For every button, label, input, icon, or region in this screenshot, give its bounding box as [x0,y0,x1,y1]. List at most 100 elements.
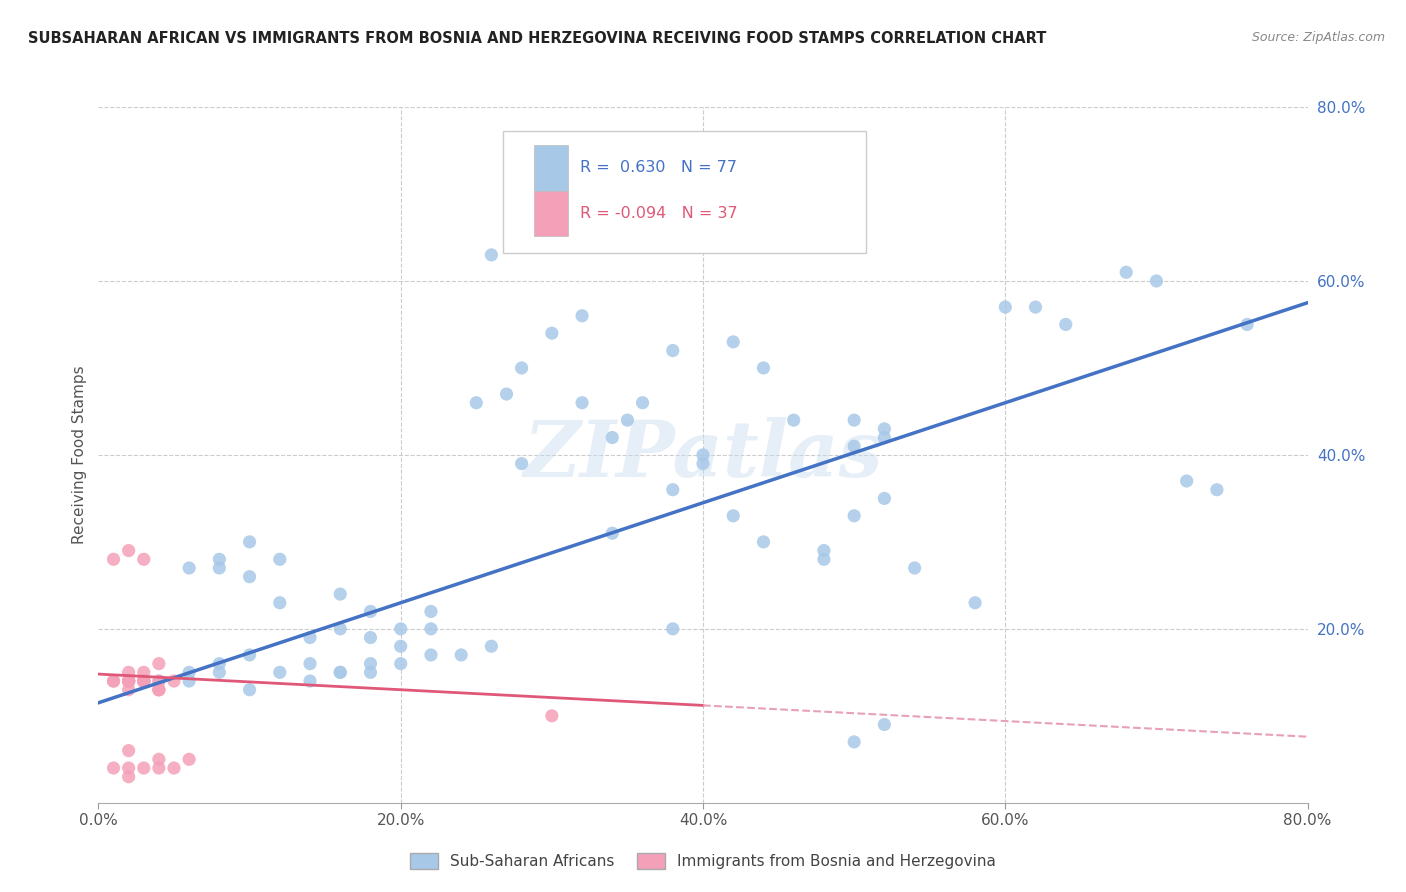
Point [420,605,443,619]
Point [873,422,896,436]
Point [118,674,141,689]
Point [360,657,382,671]
Legend: Sub-Saharan Africans, Immigrants from Bosnia and Herzegovina: Sub-Saharan Africans, Immigrants from Bo… [404,847,1002,875]
Point [239,682,262,697]
Point [420,622,443,636]
Point [465,395,488,409]
FancyBboxPatch shape [534,191,568,235]
FancyBboxPatch shape [534,145,568,191]
Point [208,657,231,671]
Point [1024,300,1046,314]
Point [118,682,141,697]
Point [1236,318,1258,332]
Point [360,665,382,680]
Point [510,457,533,471]
Point [208,561,231,575]
FancyBboxPatch shape [503,131,866,253]
Point [118,665,141,680]
Point [873,430,896,444]
Point [389,622,412,636]
Point [103,552,125,566]
Point [118,674,141,689]
Text: Source: ZipAtlas.com: Source: ZipAtlas.com [1251,31,1385,45]
Point [844,735,866,749]
Point [420,648,443,662]
Point [269,552,291,566]
Point [148,682,170,697]
Point [118,674,141,689]
Point [631,395,654,409]
Point [661,622,683,636]
Point [661,483,683,497]
Point [163,761,186,775]
Point [1175,474,1198,488]
Point [179,665,201,680]
Point [1144,274,1167,288]
Point [844,439,866,453]
Point [360,605,382,619]
Point [148,761,170,775]
Point [965,596,987,610]
Point [540,326,562,340]
Point [118,761,141,775]
Point [299,631,322,645]
Point [132,552,155,566]
Point [692,448,714,462]
Y-axis label: Receiving Food Stamps: Receiving Food Stamps [72,366,87,544]
Point [299,657,322,671]
Point [616,413,638,427]
Point [752,360,775,375]
Point [540,178,562,193]
Point [208,552,231,566]
Point [148,674,170,689]
Point [873,717,896,731]
Point [118,543,141,558]
Point [118,674,141,689]
Point [571,309,593,323]
Point [103,674,125,689]
Point [132,674,155,689]
Point [239,648,262,662]
Point [132,674,155,689]
Point [360,631,382,645]
Point [103,761,125,775]
Point [813,552,835,566]
Point [692,457,714,471]
Point [783,413,806,427]
Point [132,665,155,680]
Point [148,682,170,697]
Point [510,360,533,375]
Point [132,674,155,689]
Point [329,665,352,680]
Point [602,430,624,444]
Point [269,665,291,680]
Point [269,596,291,610]
Point [661,343,683,358]
Point [389,657,412,671]
Point [132,674,155,689]
Point [844,413,866,427]
Text: R =  0.630   N = 77: R = 0.630 N = 77 [579,161,737,176]
Point [495,387,517,401]
Point [873,491,896,506]
Point [450,648,472,662]
Point [239,570,262,584]
Point [208,665,231,680]
Text: ZIPatlas: ZIPatlas [523,417,883,493]
Point [481,639,503,653]
Point [389,639,412,653]
Point [118,770,141,784]
Point [239,534,262,549]
Point [752,534,775,549]
Point [118,674,141,689]
Point [602,526,624,541]
Point [148,752,170,766]
Point [148,682,170,697]
Point [179,752,201,766]
Point [723,334,745,349]
Point [132,674,155,689]
Point [179,561,201,575]
Point [179,674,201,689]
Point [1115,265,1137,279]
Text: R = -0.094   N = 37: R = -0.094 N = 37 [579,206,737,220]
